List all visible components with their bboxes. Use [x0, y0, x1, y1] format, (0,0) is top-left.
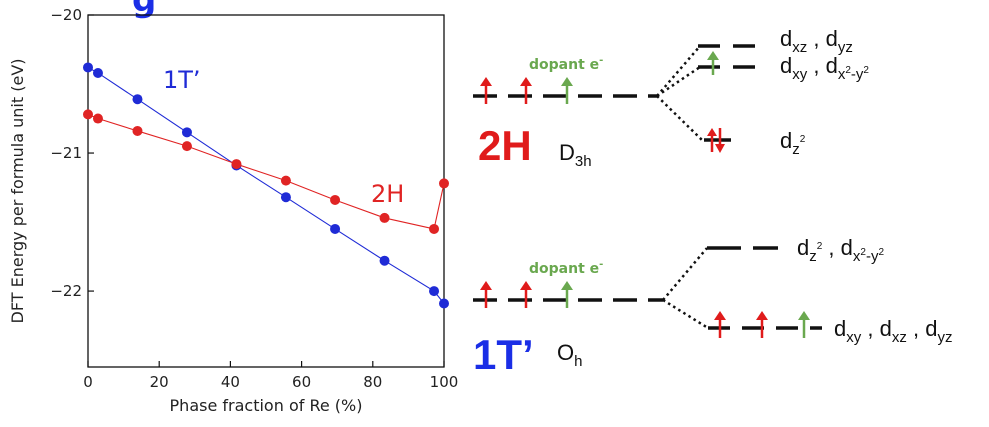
data-point-2h — [132, 125, 143, 136]
arrow-down-red — [715, 128, 725, 153]
phase-label-2h: 2H — [478, 122, 532, 169]
data-point-1t — [132, 94, 143, 105]
arrow-up-green — [561, 77, 573, 104]
symmetry-label-oh: Oh — [557, 340, 582, 370]
orbital-label-dxy-dxz-dyz: dxy , dxz , dyz — [834, 316, 952, 346]
data-point-2h — [429, 223, 440, 234]
axis-ticks: 0 20 40 60 80 100 −20 −21 −22 — [50, 6, 458, 391]
phase-label-1t: 1T’ — [473, 331, 534, 378]
arrow-up-red — [707, 128, 717, 152]
data-point-2h — [330, 194, 341, 205]
data-point-1t — [429, 286, 440, 297]
x-tick-label: 0 — [83, 373, 93, 391]
dopant-label-1t: dopant e- — [529, 259, 603, 277]
orbital-diagram-2h: dopant e- dxz , dyz dxy , dx2-y2 dz2 2H … — [473, 26, 869, 170]
arrow-up-red — [520, 77, 532, 104]
series-label-2h: 2H — [371, 180, 404, 208]
header-fragment: g — [132, 0, 156, 20]
plot-frame — [87, 14, 445, 368]
y-axis-label: DFT Energy per formula unit (eV) — [8, 58, 27, 323]
arrow-up-red — [520, 281, 532, 308]
connector-dotted — [656, 45, 701, 97]
series-layer — [83, 62, 449, 309]
x-tick-label: 20 — [150, 373, 169, 391]
x-tick-label: 80 — [363, 373, 382, 391]
data-point-2h — [280, 175, 291, 186]
x-axis-label: Phase fraction of Re (%) — [170, 396, 363, 415]
arrow-up-green — [798, 311, 810, 338]
arrow-up-red — [480, 281, 492, 308]
series-line-1t — [87, 66, 445, 304]
data-point-1t — [181, 127, 192, 138]
series-line-2h — [87, 113, 445, 230]
series-label-1t: 1T’ — [163, 66, 201, 94]
data-point-1t — [92, 67, 103, 78]
x-tick-label: 60 — [292, 373, 311, 391]
y-tick-label: −20 — [50, 6, 82, 24]
orbital-label-dxz-dyz: dxz , dyz — [780, 26, 853, 56]
connector-dotted — [656, 65, 701, 98]
y-tick-label: −21 — [50, 144, 82, 162]
symmetry-label-d3h: D3h — [559, 140, 592, 170]
orbital-label-dz2: dz2 — [780, 128, 806, 158]
data-point-2h — [231, 159, 242, 170]
data-point-1t — [280, 192, 291, 203]
y-tick-label: −22 — [50, 282, 82, 300]
data-point-2h — [83, 109, 93, 120]
connector-dotted — [656, 95, 703, 141]
x-tick-label: 40 — [221, 373, 240, 391]
orbital-label-dz2-dx2y2: dz2 , dx2-y2 — [797, 235, 884, 265]
arrow-up-red — [756, 311, 768, 338]
data-point-1t — [83, 62, 93, 73]
data-point-1t — [330, 223, 341, 234]
data-point-1t — [379, 255, 390, 266]
data-point-2h — [92, 113, 103, 124]
data-point-2h — [439, 178, 449, 189]
data-point-2h — [379, 212, 390, 223]
arrow-up-green — [561, 281, 573, 308]
arrow-up-green — [707, 51, 719, 75]
energy-chart: 0 20 40 60 80 100 −20 −21 −22 1T’ 2H Phase fract… — [8, 6, 458, 415]
arrow-up-red — [714, 311, 726, 338]
x-tick-label: 100 — [430, 373, 459, 391]
dopant-label-2h: dopant e- — [529, 55, 603, 73]
connector-dotted — [662, 247, 708, 301]
orbital-diagram-1t: dopant e- dz2 , dx2-y2 dxy , dxz , dyz 1… — [473, 235, 952, 378]
orbital-label-dxy-dx2y2: dxy , dx2-y2 — [780, 53, 869, 83]
connector-dotted — [662, 298, 709, 330]
data-point-2h — [181, 141, 192, 152]
data-point-1t — [439, 298, 449, 309]
arrow-up-red — [480, 77, 492, 104]
